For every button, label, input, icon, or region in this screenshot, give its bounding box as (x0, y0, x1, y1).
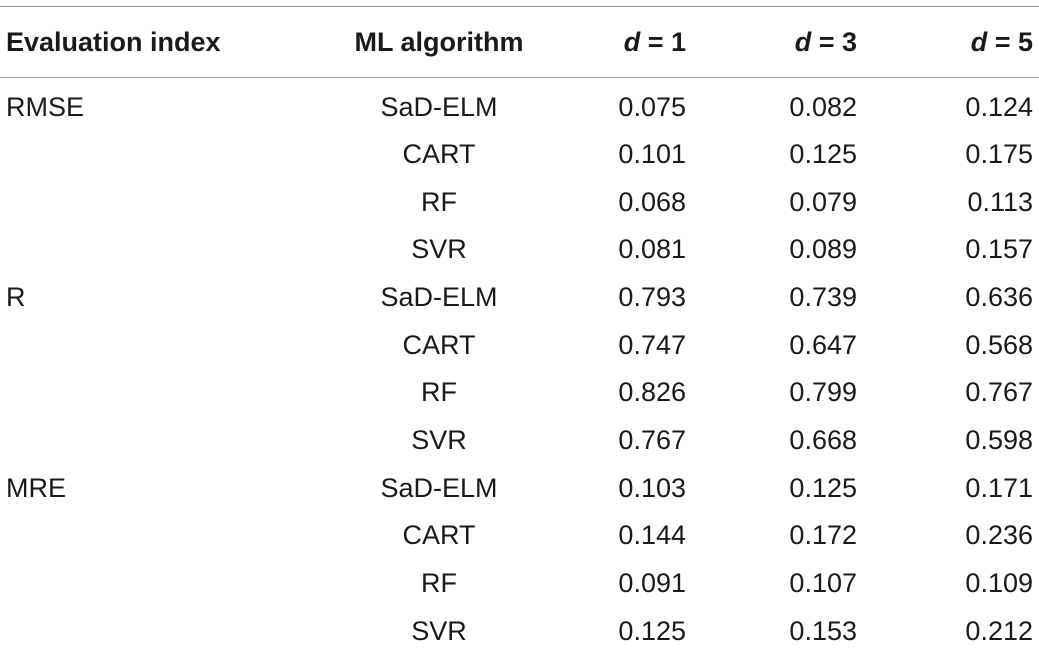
header-d1-symbol: d (624, 27, 641, 57)
cell-evaluation-index (0, 369, 290, 417)
cell-evaluation-index: MRE (0, 464, 290, 512)
cell-d3: 0.153 (694, 607, 865, 655)
header-row: Evaluation index ML algorithm d = 1 d = … (0, 7, 1039, 78)
table-row: MRE SaD-ELM 0.103 0.125 0.171 (0, 464, 1039, 512)
table-row: RF 0.826 0.799 0.767 (0, 369, 1039, 417)
cell-d5: 0.124 (865, 78, 1039, 131)
cell-d3: 0.107 (694, 560, 865, 608)
cell-d3: 0.739 (694, 274, 865, 322)
header-d5: d = 5 (865, 7, 1039, 78)
cell-ml-algorithm: SVR (290, 226, 528, 274)
cell-d1: 0.103 (528, 464, 694, 512)
cell-ml-algorithm: CART (290, 512, 528, 560)
header-d3-symbol: d (795, 27, 812, 57)
header-ml-algorithm: ML algorithm (290, 7, 528, 78)
header-d5-symbol: d (971, 27, 988, 57)
cell-d5: 0.767 (865, 369, 1039, 417)
table-row: RF 0.068 0.079 0.113 (0, 178, 1039, 226)
cell-d1: 0.101 (528, 131, 694, 179)
cell-d5: 0.175 (865, 131, 1039, 179)
table-row: R SaD-ELM 0.793 0.739 0.636 (0, 274, 1039, 322)
cell-d5: 0.171 (865, 464, 1039, 512)
cell-d5: 0.212 (865, 607, 1039, 655)
cell-d1: 0.081 (528, 226, 694, 274)
cell-d5: 0.113 (865, 178, 1039, 226)
cell-d3: 0.799 (694, 369, 865, 417)
cell-evaluation-index: RMSE (0, 78, 290, 131)
cell-ml-algorithm: CART (290, 131, 528, 179)
cell-ml-algorithm: RF (290, 560, 528, 608)
cell-d3: 0.082 (694, 78, 865, 131)
cell-ml-algorithm: SaD-ELM (290, 274, 528, 322)
cell-d1: 0.747 (528, 321, 694, 369)
cell-evaluation-index (0, 178, 290, 226)
table-row: CART 0.144 0.172 0.236 (0, 512, 1039, 560)
table-row: SVR 0.081 0.089 0.157 (0, 226, 1039, 274)
cell-d1: 0.068 (528, 178, 694, 226)
header-d5-suffix: = 5 (987, 27, 1033, 57)
table-row: SVR 0.767 0.668 0.598 (0, 417, 1039, 465)
cell-ml-algorithm: SaD-ELM (290, 464, 528, 512)
cell-d1: 0.826 (528, 369, 694, 417)
cell-d5: 0.598 (865, 417, 1039, 465)
cell-ml-algorithm: RF (290, 178, 528, 226)
cell-evaluation-index (0, 417, 290, 465)
header-d3-suffix: = 3 (811, 27, 857, 57)
cell-ml-algorithm: CART (290, 321, 528, 369)
cell-d3: 0.125 (694, 131, 865, 179)
table-row: SVR 0.125 0.153 0.212 (0, 607, 1039, 655)
table-header: Evaluation index ML algorithm d = 1 d = … (0, 7, 1039, 78)
cell-d3: 0.079 (694, 178, 865, 226)
table-row: CART 0.101 0.125 0.175 (0, 131, 1039, 179)
cell-d5: 0.157 (865, 226, 1039, 274)
cell-ml-algorithm: SVR (290, 417, 528, 465)
cell-ml-algorithm: RF (290, 369, 528, 417)
table-body: RMSE SaD-ELM 0.075 0.082 0.124 CART 0.10… (0, 78, 1039, 655)
cell-evaluation-index (0, 607, 290, 655)
cell-d5: 0.636 (865, 274, 1039, 322)
cell-evaluation-index (0, 226, 290, 274)
cell-ml-algorithm: SVR (290, 607, 528, 655)
cell-d3: 0.668 (694, 417, 865, 465)
cell-d5: 0.236 (865, 512, 1039, 560)
table-row: CART 0.747 0.647 0.568 (0, 321, 1039, 369)
cell-d1: 0.075 (528, 78, 694, 131)
cell-evaluation-index (0, 560, 290, 608)
cell-d1: 0.144 (528, 512, 694, 560)
cell-evaluation-index: R (0, 274, 290, 322)
cell-d3: 0.125 (694, 464, 865, 512)
cell-evaluation-index (0, 131, 290, 179)
results-table: Evaluation index ML algorithm d = 1 d = … (0, 6, 1039, 655)
cell-d1: 0.125 (528, 607, 694, 655)
header-evaluation-index: Evaluation index (0, 7, 290, 78)
cell-d1: 0.793 (528, 274, 694, 322)
cell-d3: 0.172 (694, 512, 865, 560)
cell-d1: 0.767 (528, 417, 694, 465)
cell-evaluation-index (0, 321, 290, 369)
header-d1: d = 1 (528, 7, 694, 78)
cell-d5: 0.568 (865, 321, 1039, 369)
cell-d3: 0.647 (694, 321, 865, 369)
header-d3: d = 3 (694, 7, 865, 78)
cell-d1: 0.091 (528, 560, 694, 608)
cell-d5: 0.109 (865, 560, 1039, 608)
cell-evaluation-index (0, 512, 290, 560)
table-row: RMSE SaD-ELM 0.075 0.082 0.124 (0, 78, 1039, 131)
cell-ml-algorithm: SaD-ELM (290, 78, 528, 131)
header-d1-suffix: = 1 (640, 27, 686, 57)
cell-d3: 0.089 (694, 226, 865, 274)
table-row: RF 0.091 0.107 0.109 (0, 560, 1039, 608)
